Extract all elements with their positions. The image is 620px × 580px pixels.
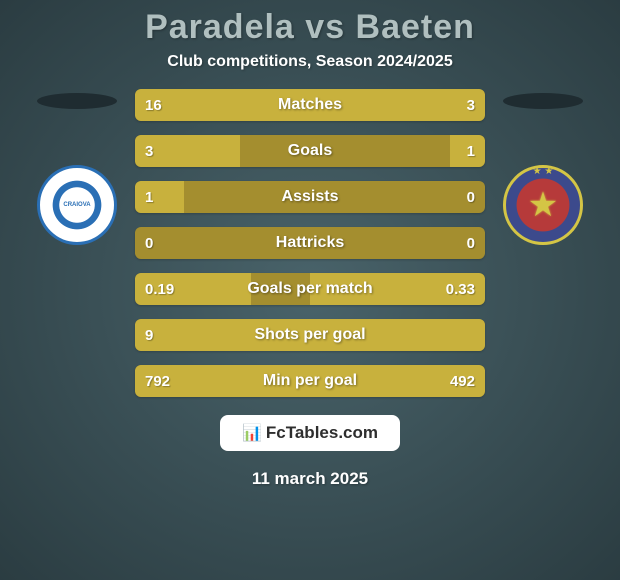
value-left: 0.19 (145, 281, 174, 298)
stat-row: 0 0 Hattricks (135, 227, 485, 259)
stat-label: Hattricks (276, 234, 344, 252)
stat-row: 3 1 Goals (135, 135, 485, 167)
value-left: 3 (145, 143, 153, 160)
stat-label: Matches (278, 96, 342, 114)
left-club-logo: CRAIOVA (37, 165, 117, 245)
left-club-logo-inner: CRAIOVA (46, 174, 108, 236)
stat-row: 0.19 0.33 Goals per match (135, 273, 485, 305)
shadow-ellipse-left (37, 93, 117, 109)
stat-row: 1 0 Assists (135, 181, 485, 213)
bar-left (135, 181, 184, 213)
value-right: 0 (467, 189, 475, 206)
stats-bars: 16 3 Matches 3 1 Goals 1 0 Assists 0 0 Hattricks 0.1… (135, 89, 485, 397)
value-right: 492 (450, 373, 475, 390)
stat-row: 9 Shots per goal (135, 319, 485, 351)
footer-badge[interactable]: 📊 FcTables.com (220, 415, 400, 451)
stat-label: Shots per goal (254, 326, 365, 344)
comparison-card: Paradela vs Baeten Club competitions, Se… (0, 0, 620, 580)
date-label: 11 march 2025 (252, 469, 368, 489)
chart-icon: 📊 (242, 423, 262, 443)
main-row: CRAIOVA 16 3 Matches 3 1 Goals 1 0 Assists 0 0 Hatt… (0, 89, 620, 397)
value-left: 9 (145, 327, 153, 344)
value-left: 16 (145, 97, 162, 114)
value-left: 0 (145, 235, 153, 252)
value-right: 1 (467, 143, 475, 160)
value-right: 0 (467, 235, 475, 252)
value-left: 1 (145, 189, 153, 206)
stat-row: 792 492 Min per goal (135, 365, 485, 397)
value-left: 792 (145, 373, 170, 390)
left-club-logo-text: CRAIOVA (63, 202, 90, 208)
stat-label: Assists (282, 188, 339, 206)
value-right: 0.33 (446, 281, 475, 298)
subtitle: Club competitions, Season 2024/2025 (167, 53, 452, 71)
stat-label: Goals per match (247, 280, 372, 298)
bar-left (135, 89, 391, 121)
value-right: 3 (467, 97, 475, 114)
shadow-ellipse-right (503, 93, 583, 109)
stat-row: 16 3 Matches (135, 89, 485, 121)
right-club-logo: ★ ★ (503, 165, 583, 245)
small-stars-icon: ★ ★ (533, 166, 554, 177)
footer-label: FcTables.com (266, 423, 378, 443)
stat-label: Goals (288, 142, 332, 160)
right-player-column: ★ ★ (503, 89, 583, 245)
page-title: Paradela vs Baeten (145, 8, 475, 47)
left-player-column: CRAIOVA (37, 89, 117, 245)
stat-label: Min per goal (263, 372, 357, 390)
